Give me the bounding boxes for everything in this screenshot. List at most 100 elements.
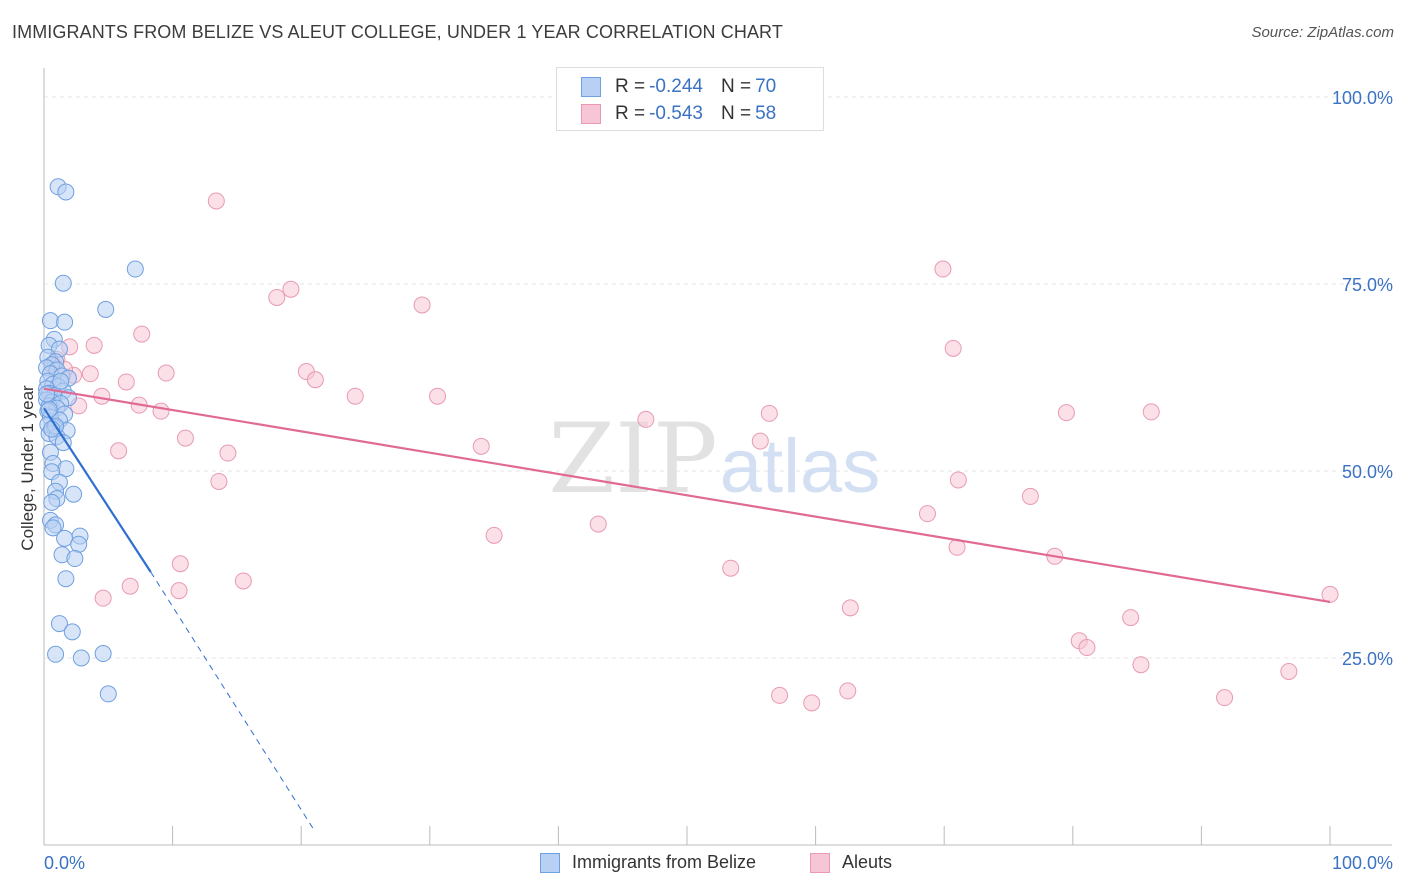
chart-title: IMMIGRANTS FROM BELIZE VS ALEUT COLLEGE,… bbox=[12, 22, 783, 42]
x-tick-label-end: 100.0% bbox=[1332, 853, 1393, 873]
aleuts-point bbox=[1122, 609, 1140, 627]
belize-point bbox=[54, 274, 72, 292]
belize-point bbox=[50, 615, 68, 633]
watermark: ZIP atlas bbox=[548, 403, 880, 515]
bottom-legend-label-aleuts: Aleuts bbox=[842, 852, 893, 872]
aleuts-point bbox=[306, 371, 324, 389]
belize-point bbox=[57, 183, 75, 201]
belize-point bbox=[43, 493, 61, 511]
belize-point bbox=[97, 300, 115, 318]
belize-point bbox=[94, 645, 112, 663]
aleuts-trend-line bbox=[43, 387, 1331, 603]
legend-swatch-aleuts bbox=[581, 104, 601, 124]
aleuts-point bbox=[589, 515, 607, 533]
bottom-legend-aleuts: Aleuts bbox=[810, 852, 892, 873]
trend-lines bbox=[43, 387, 1331, 831]
bottom-legend-label-belize: Immigrants from Belize bbox=[572, 852, 757, 872]
aleuts-points bbox=[44, 192, 1339, 712]
legend-row-aleuts: R = -0.543 N = 58 bbox=[581, 102, 776, 126]
belize-point bbox=[70, 535, 88, 553]
aleuts-point bbox=[110, 442, 128, 460]
tick-labels: 25.0% 50.0% 75.0% 100.0% 0.0% 100.0% bbox=[44, 88, 1393, 873]
y-tick-label: 50.0% bbox=[1342, 462, 1393, 482]
aleuts-point bbox=[94, 589, 112, 607]
aleuts-point bbox=[207, 192, 225, 210]
legend-r-value-aleuts: -0.543 bbox=[649, 103, 703, 124]
legend-swatch-belize bbox=[581, 77, 601, 97]
belize-point bbox=[57, 570, 75, 588]
aleuts-point bbox=[171, 555, 189, 573]
belize-trend-line bbox=[43, 407, 152, 573]
legend-r-label: R = bbox=[615, 76, 646, 97]
belize-point bbox=[56, 313, 74, 331]
belize-point bbox=[99, 685, 117, 703]
belize-point bbox=[63, 623, 81, 641]
aleuts-point bbox=[157, 364, 175, 382]
aleuts-point bbox=[918, 505, 936, 523]
aleuts-point bbox=[1078, 639, 1096, 657]
grid-lines bbox=[44, 96, 1392, 659]
y-tick-label: 25.0% bbox=[1342, 649, 1393, 669]
aleuts-point bbox=[472, 437, 490, 455]
aleuts-point bbox=[219, 444, 237, 462]
axes bbox=[43, 68, 1392, 846]
bottom-legend-swatch-aleuts bbox=[810, 852, 830, 873]
legend-r-label: R = bbox=[615, 103, 646, 124]
aleuts-point bbox=[949, 471, 967, 489]
y-tick-label: 75.0% bbox=[1342, 275, 1393, 295]
aleuts-point bbox=[268, 288, 286, 306]
watermark-zip: ZIP bbox=[548, 403, 717, 515]
belize-point bbox=[72, 649, 90, 667]
watermark-atlas: atlas bbox=[720, 424, 881, 509]
aleuts-point bbox=[1142, 403, 1160, 421]
belize-point bbox=[44, 519, 62, 537]
belize-point bbox=[41, 312, 59, 330]
aleuts-point bbox=[210, 472, 228, 490]
aleuts-point bbox=[1216, 689, 1234, 707]
legend-row-belize: R = -0.244 N = 70 bbox=[581, 75, 776, 99]
aleuts-point bbox=[170, 582, 188, 600]
belize-point bbox=[56, 529, 74, 547]
aleuts-point bbox=[176, 429, 194, 447]
aleuts-point bbox=[760, 404, 778, 422]
belize-point bbox=[66, 550, 84, 568]
legend-n-label: N = bbox=[720, 76, 752, 97]
aleuts-point bbox=[722, 559, 740, 577]
legend-n-label: N = bbox=[720, 103, 752, 124]
belize-trend-extension bbox=[150, 571, 315, 831]
belize-point bbox=[126, 260, 144, 278]
aleuts-point bbox=[81, 365, 99, 383]
aleuts-point bbox=[751, 432, 769, 450]
aleuts-point bbox=[133, 325, 151, 343]
belize-point bbox=[47, 645, 65, 663]
aleuts-point bbox=[413, 296, 431, 314]
aleuts-point bbox=[346, 387, 364, 405]
aleuts-point bbox=[117, 373, 135, 391]
source-label: Source: ZipAtlas.com bbox=[1251, 24, 1394, 41]
legend-n-value-belize: 70 bbox=[755, 76, 777, 97]
aleuts-point bbox=[282, 280, 300, 298]
y-tick-label: 100.0% bbox=[1332, 88, 1393, 108]
stats-legend: R = -0.244 N = 70 R = -0.543 N = 58 bbox=[556, 67, 824, 131]
x-tick-label-start: 0.0% bbox=[44, 853, 85, 873]
aleuts-point bbox=[839, 682, 857, 700]
aleuts-point bbox=[85, 336, 103, 354]
aleuts-point bbox=[1057, 404, 1075, 422]
aleuts-point bbox=[1321, 585, 1339, 603]
aleuts-point bbox=[803, 694, 821, 712]
legend-n-value-aleuts: 58 bbox=[755, 103, 777, 124]
aleuts-point bbox=[1021, 487, 1039, 505]
aleuts-point bbox=[934, 260, 952, 278]
aleuts-point bbox=[771, 686, 789, 704]
aleuts-point bbox=[121, 577, 139, 595]
aleuts-point bbox=[93, 387, 111, 405]
aleuts-point bbox=[637, 410, 655, 428]
aleuts-point bbox=[429, 387, 447, 405]
belize-point bbox=[52, 372, 70, 390]
bottom-legend-swatch-belize bbox=[540, 852, 560, 873]
aleuts-point bbox=[485, 526, 503, 544]
belize-point bbox=[54, 434, 72, 452]
aleuts-point bbox=[841, 599, 859, 617]
y-axis-title: College, Under 1 year bbox=[18, 385, 37, 551]
